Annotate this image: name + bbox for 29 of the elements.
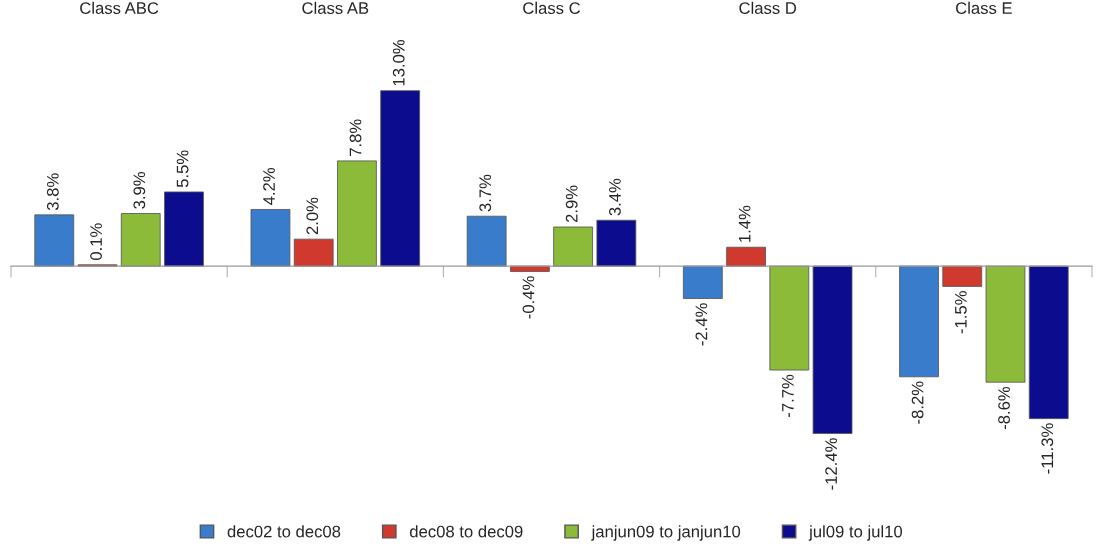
- data-label: 7.8%: [349, 119, 362, 156]
- data-label: 4.2%: [263, 167, 275, 205]
- legend-label: jul09 to jul10: [808, 525, 903, 541]
- x-tick-label: Class AB: [302, 1, 369, 14]
- legend-label: dec08 to dec09: [409, 525, 523, 538]
- data-label: -8.6%: [998, 386, 1010, 430]
- data-label: 0.1%: [90, 223, 102, 261]
- x-tick-label: Class ABC: [80, 1, 159, 14]
- data-label: 2.9%: [565, 185, 578, 223]
- data-label: 3.4%: [609, 178, 621, 216]
- data-label: 13.0%: [392, 39, 405, 86]
- legend-label: dec02 to dec08: [227, 525, 341, 538]
- data-label: 3.9%: [133, 172, 146, 209]
- data-label: -12.4%: [825, 438, 837, 490]
- data-label: 3.8%: [46, 173, 59, 211]
- data-label: -8.2%: [911, 381, 924, 424]
- data-label: 5.5%: [176, 150, 189, 188]
- x-tick-label: Class C: [523, 1, 581, 14]
- data-label: -0.4%: [522, 276, 535, 319]
- data-label: 1.4%: [738, 205, 751, 242]
- data-label: -11.3%: [1041, 423, 1054, 474]
- x-tick-label: Class E: [956, 1, 1012, 14]
- x-tick-label: Class D: [739, 1, 797, 14]
- data-label: -2.4%: [695, 303, 708, 346]
- data-label: -7.7%: [782, 374, 794, 417]
- data-label: 2.0%: [306, 197, 319, 235]
- data-label: -1.5%: [955, 291, 967, 334]
- legend-label: janjun09 to janjun10: [591, 525, 741, 541]
- data-label: 3.7%: [479, 174, 492, 212]
